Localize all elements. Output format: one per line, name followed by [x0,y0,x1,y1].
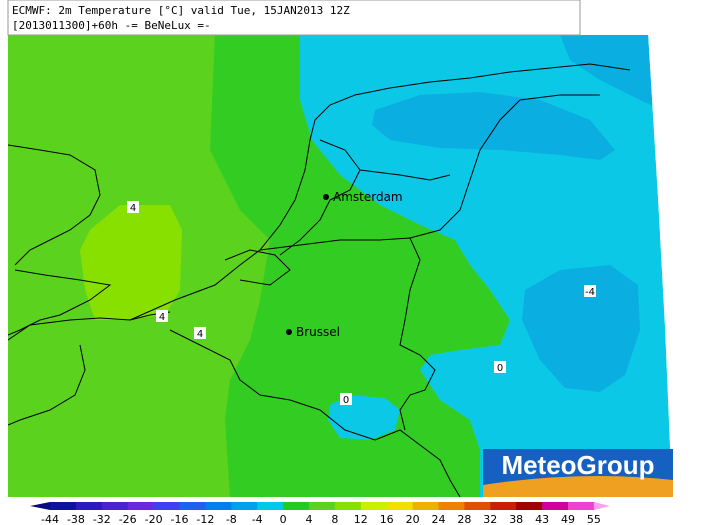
contour-label: 4 [159,312,165,323]
colorbar-tick-label: -26 [119,513,137,525]
colorbar-arrow [30,502,50,510]
contour-label: -4 [585,287,595,298]
colorbar-swatch [50,502,77,510]
contour-label-box [340,393,352,405]
colorbar-tick-label: 32 [483,513,497,525]
colorbar-tick-label: 20 [406,513,420,525]
colorbar-tick-label: -44 [41,513,59,525]
colorbar-tick-label: 49 [561,513,575,525]
coastlines [8,63,631,497]
logo-text: MeteoGroup [501,450,654,480]
border [409,94,600,239]
colorbar-arrow [593,502,610,510]
colorbar-tick-label: -12 [196,513,214,525]
colorbar-swatch [283,502,310,510]
border [259,237,436,431]
colorbar-tick-label: -4 [252,513,263,525]
colorbar-swatch [127,502,155,510]
contour-label: 4 [197,329,203,340]
contour-label: 4 [130,203,136,214]
header-title: ECMWF: 2m Temperature [°C] valid Tue, 15… [12,4,350,17]
colorbar-swatch [360,502,388,510]
colorbar-swatch [179,502,206,510]
colorbar-swatch [412,502,439,510]
colorbar-swatch [438,502,465,510]
contour-label-box [127,201,139,213]
field-minus8-minus4 [522,265,640,392]
colorbar-swatch [334,502,362,510]
colorbar-tick-label: -32 [93,513,111,525]
colorbar-swatch [516,502,543,510]
colorbar-swatch [75,502,103,510]
colorbar-tick-label: 4 [306,513,313,525]
field-minus8-minus4 [372,92,615,160]
colorbar-tick-label: 0 [280,513,287,525]
header-subtitle: [2013011300]+60h -= BeNeLux =- [12,19,211,32]
coastline [224,249,291,286]
contour-label: 0 [343,395,349,406]
field-minus4-0 [328,395,400,440]
coastline [129,63,631,321]
colorbar-swatch [205,502,232,510]
logo-swoosh [483,476,673,497]
city-dot [323,194,329,200]
colorbar-swatch [309,502,336,510]
contour-label-box [494,361,506,373]
city-label: Amsterdam [333,190,403,204]
contour-label-box [194,327,206,339]
colorbar-tick-label: -16 [171,513,189,525]
colorbar-tick-label: 28 [457,513,471,525]
colorbar-swatch [464,502,491,510]
field-0-4 [210,35,510,497]
colorbar-tick-label: -38 [67,513,85,525]
contour-label: 0 [497,363,503,374]
colorbar-tick-label: 38 [509,513,523,525]
coastline [8,269,112,336]
colorbar-tick-label: -8 [226,513,237,525]
contour-label-box [584,285,596,297]
colorbar-swatch [568,502,595,510]
colorbar-tick-label: 8 [331,513,338,525]
coastline [8,144,101,266]
colorbar-swatch [153,502,180,510]
colorbar-tick-label: 55 [587,513,601,525]
coastline [279,139,361,256]
colorbar-tick-label: -20 [145,513,163,525]
field-8-12 [80,205,182,320]
field-minus8-minus4 [560,35,662,110]
border [359,169,451,181]
city-dot [286,329,292,335]
colorbar-swatch [490,502,517,510]
colorbar-tick-label: 12 [354,513,368,525]
colorbar-swatch [257,502,284,510]
colorbar-swatch [101,502,129,510]
colorbar-swatch [386,502,414,510]
colorbar-swatch [231,502,258,510]
coastline [8,311,171,341]
coastline [8,344,86,426]
border [169,329,461,497]
colorbar-tick-label: 43 [535,513,549,525]
colorbar-tick-label: 24 [432,513,446,525]
colorbar-swatch [542,502,569,510]
header-box [7,0,581,36]
contour-label-box [156,310,168,322]
colorbar-tick-label: 16 [380,513,394,525]
city-label: Brussel [296,325,340,339]
